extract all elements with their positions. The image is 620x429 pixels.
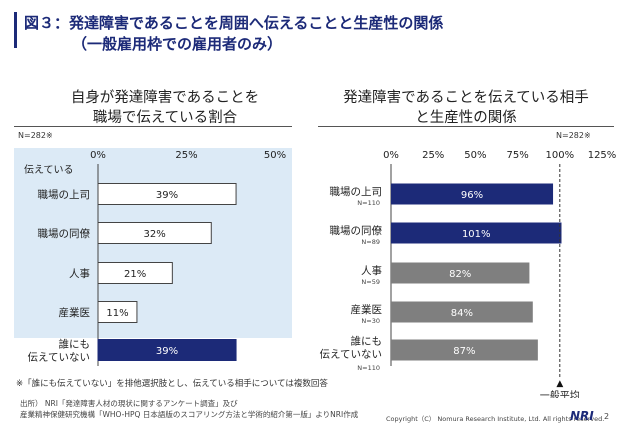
left-subtitle-line1: 自身が発達障害であることを [70, 90, 260, 106]
left-bar [97, 339, 237, 361]
left-category-label: 誰にも [59, 338, 91, 351]
footnote: ※「誰にも伝えていない」を排他選択肢とし、伝えている相手については複数回答 [16, 379, 328, 389]
right-bar [391, 183, 554, 205]
right-x-tick-label: 25% [422, 150, 444, 161]
right-n-sample-label: N=110 [357, 199, 380, 207]
right-subtitle-line2: と生産性の関係 [415, 110, 517, 126]
left-x-tick-label: 50% [264, 150, 286, 161]
left-category-label: 産業医 [59, 306, 91, 319]
right-separator [318, 126, 614, 127]
left-bar [97, 301, 138, 323]
source-line-1: 出所） NRI「発達障害人材の現状に関するアンケート調査」及び [20, 399, 238, 408]
left-bar-value-label: 32% [144, 229, 166, 240]
left-category-label: 職場の上司 [38, 188, 91, 201]
right-category-label: 産業医 [351, 303, 383, 316]
right-n-label: N=282※ [556, 131, 591, 140]
left-subtitle-line2: 職場で伝えている割合 [92, 110, 238, 126]
right-n-sample-label: N=89 [361, 238, 380, 246]
right-panel-subtitle: 発達障害であることを伝えている相手 と生産性の関係 [318, 88, 614, 128]
title-area: 図３：発達障害であることを周囲へ伝えることと生産性の関係 （一般雇用枠での雇用者… [0, 0, 620, 60]
right-bar [391, 222, 562, 244]
right-category-label: 人事 [361, 264, 382, 277]
left-bar-value-label: 11% [106, 308, 128, 319]
left-x-tick-label: 0% [90, 150, 106, 161]
left-x-tick-label: 25% [175, 150, 197, 161]
right-bar [391, 339, 538, 361]
right-x-tick-label: 50% [464, 150, 486, 161]
right-category-label: 伝えていない [320, 349, 382, 361]
left-bars: 39% 職場の上司 32% 職場の同僚 21% 人事 11% 産業医 39% 誰にも伝えていない [28, 183, 237, 364]
left-bar-value-label: 39% [156, 190, 178, 201]
left-category-label: 職場の同僚 [38, 227, 91, 240]
page-subtitle: （一般雇用枠での雇用者のみ） [72, 35, 283, 53]
right-bar-value-label: 87% [453, 346, 475, 357]
left-bar [97, 183, 237, 205]
page-title: 図３：発達障害であることを周囲へ伝えることと生産性の関係 [24, 14, 444, 32]
title-accent-bar [14, 12, 17, 48]
right-x-tick-label: 125% [588, 150, 617, 161]
right-x-ticks: 0% 25% 50% 75% 100% 125% [383, 150, 616, 366]
left-bar-value-label: 39% [156, 346, 178, 357]
right-bar-value-label: 84% [451, 308, 473, 319]
right-bar-value-label: 82% [449, 269, 471, 280]
right-bar-value-label: 96% [461, 190, 483, 201]
left-n-label: N=282※ [18, 131, 53, 140]
page-number: 2 [604, 412, 610, 421]
source-line-2: 産業精神保健研究機構「WHO-HPQ 日本語版のスコアリング方法と学術的紹介第一… [20, 410, 359, 419]
right-bar [391, 262, 530, 284]
left-category-label: 伝えていない [28, 352, 90, 364]
right-n-sample-label: N=30 [361, 317, 380, 325]
left-bar [97, 222, 212, 244]
right-bar-chart: N=282※ 0% 25% 50% 75% 100% 125% 96%職場の上司N=110… [320, 131, 617, 398]
right-category-label: 職場の同僚 [330, 224, 383, 237]
left-separator [14, 126, 292, 127]
average-label: 一般平均 [540, 389, 580, 398]
left-category-label: 人事 [69, 267, 90, 280]
right-bars: 96%職場の上司N=110101%職場の同僚N=8982%人事N=5984%産業… [320, 183, 562, 372]
right-x-tick-label: 100% [546, 150, 575, 161]
left-bar [97, 262, 173, 284]
left-bar-chart: N=282※ 伝えている 0% 25% 50% 39% 職場の上司 32% 職場の同僚 21… [14, 131, 292, 366]
right-bar-value-label: 101% [462, 229, 491, 240]
average-marker-icon: ▲ [556, 379, 563, 389]
copyright: Copyright（C） Nomura Research Institute, … [386, 415, 605, 423]
right-category-label: 職場の上司 [330, 185, 383, 198]
right-n-sample-label: N=110 [357, 364, 380, 372]
nri-logo: NRI [570, 409, 594, 423]
right-subtitle-line1: 発達障害であることを伝えている相手 [343, 90, 589, 106]
left-panel-subtitle: 自身が発達障害であることを 職場で伝えている割合 [40, 88, 290, 128]
right-x-tick-label: 75% [506, 150, 528, 161]
left-bar-value-label: 21% [124, 269, 146, 280]
told-group-label: 伝えている [24, 164, 74, 176]
right-bar [391, 301, 533, 323]
right-category-label: 誰にも [351, 335, 383, 348]
right-x-tick-label: 0% [383, 150, 399, 161]
right-n-sample-label: N=59 [361, 278, 380, 286]
